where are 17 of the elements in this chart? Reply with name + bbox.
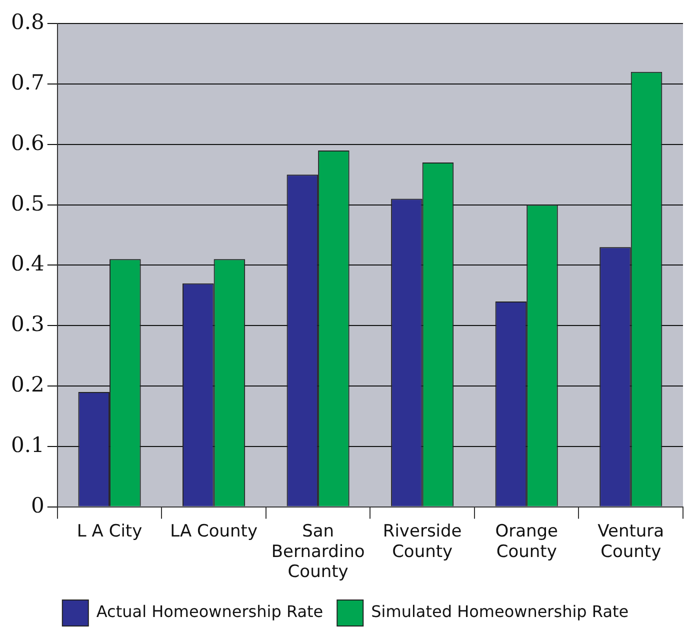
y-tick-label: 0	[31, 493, 44, 518]
x-tick-label: San Bernardino County	[271, 521, 365, 582]
y-tick-label: 0.6	[10, 130, 44, 155]
x-tick-label: Orange County	[495, 521, 558, 562]
x-tick-label: L A City	[76, 521, 142, 542]
y-tick-label: 0.5	[10, 191, 44, 216]
legend-label: Actual Homeownership Rate	[96, 602, 324, 622]
x-tick-label: Ventura County	[598, 521, 664, 562]
y-tick-label: 0.1	[10, 432, 44, 457]
x-tick-label: Riverside County	[382, 521, 462, 562]
y-tick-label: 0.2	[10, 372, 44, 396]
legend-label: Simulated Homeownership Rate	[371, 602, 629, 622]
y-tick-label: 0.3	[10, 312, 44, 336]
y-tick-label: 0.8	[10, 10, 44, 34]
x-tick-label: LA County	[170, 521, 258, 542]
y-tick-label: 0.4	[10, 252, 44, 276]
y-tick-label: 0.7	[10, 70, 44, 94]
